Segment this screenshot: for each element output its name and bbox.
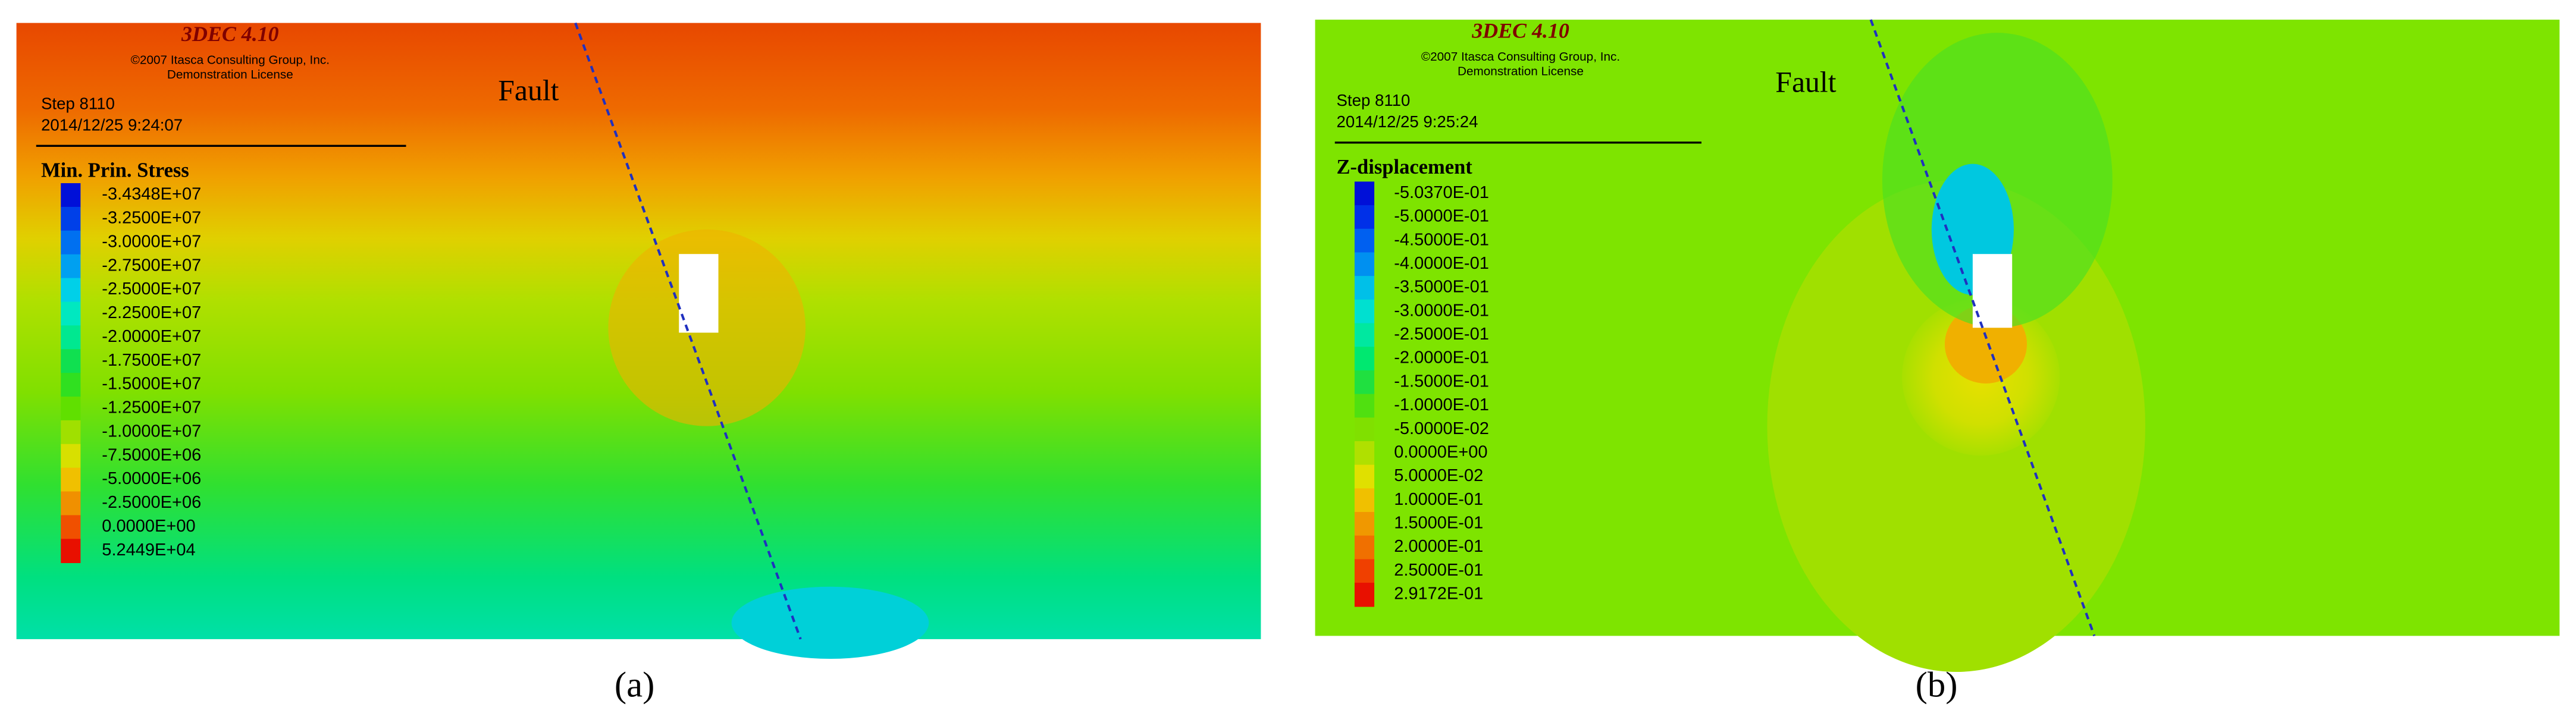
legend-swatch: [1354, 559, 1375, 583]
program-name: 3DEC 4.10: [1471, 18, 1569, 42]
legend-swatch: [61, 467, 81, 492]
legend-label: 5.0000E-02: [1394, 466, 1483, 485]
legend-label: -1.7500E+07: [102, 351, 201, 370]
legend-label: -3.5000E-01: [1394, 278, 1489, 297]
legend-swatch: [61, 254, 81, 279]
legend-label: -1.0000E-01: [1394, 395, 1489, 414]
license: Demonstration License: [167, 68, 293, 81]
legend-swatch: [1354, 441, 1375, 466]
legend-swatch: [1354, 299, 1375, 324]
legend-label: -2.2500E+07: [102, 303, 201, 322]
fault-line: [574, 22, 802, 640]
legend-label: 2.5000E-01: [1394, 561, 1483, 580]
legend-label: -4.5000E-01: [1394, 230, 1489, 249]
legend-swatch: [61, 325, 81, 350]
legend-swatch: [1354, 488, 1375, 513]
legend-swatch: [1354, 512, 1375, 536]
legend-swatch: [61, 278, 81, 303]
legend-label: -5.0000E-01: [1394, 207, 1489, 226]
fault-label: Fault: [498, 74, 559, 107]
legend-label: -5.0000E-02: [1394, 419, 1489, 438]
legend-swatch: [61, 539, 81, 563]
cavity: [679, 254, 719, 333]
program-name: 3DEC 4.10: [181, 22, 279, 46]
legend-swatch: [61, 491, 81, 516]
legend-label: -3.4348E+07: [102, 185, 201, 204]
caption: (a): [615, 665, 654, 705]
legend-swatch: [1354, 276, 1375, 300]
copyright: ©2007 Itasca Consulting Group, Inc.: [1421, 50, 1620, 64]
legend-swatch: [1354, 205, 1375, 230]
date: 2014/12/25 9:25:24: [1337, 112, 1478, 131]
legend-label: -1.5000E-01: [1394, 372, 1489, 391]
legend-label: -2.5000E+07: [102, 279, 201, 298]
stress-low-zone: [731, 586, 929, 659]
legend-label: -2.5000E+06: [102, 493, 201, 512]
legend-swatch: [1354, 323, 1375, 348]
legend-swatch: [61, 230, 81, 255]
legend-label: 0.0000E+00: [1394, 442, 1487, 461]
legend-title: Z-displacement: [1337, 156, 1473, 178]
legend-label: -1.5000E+07: [102, 375, 201, 394]
legend-label: -1.2500E+07: [102, 398, 201, 417]
legend-label: -2.0000E+07: [102, 327, 201, 346]
legend-swatch: [1354, 583, 1375, 607]
legend-label: -4.0000E-01: [1394, 254, 1489, 273]
legend-label: -2.5000E-01: [1394, 325, 1489, 344]
license: Demonstration License: [1458, 65, 1584, 78]
legend-swatch: [61, 206, 81, 231]
legend-label: -3.0000E-01: [1394, 301, 1489, 320]
legend-swatch: [61, 301, 81, 326]
legend-label: -7.5000E+06: [102, 445, 201, 464]
legend-label: 1.5000E-01: [1394, 514, 1483, 533]
legend-swatch: [1354, 347, 1375, 371]
legend-swatch: [61, 373, 81, 397]
legend-swatch: [1354, 535, 1375, 560]
legend-swatch: [1354, 228, 1375, 253]
legend-swatch: [1354, 417, 1375, 442]
step: Step 8110: [41, 95, 115, 113]
legend-swatch: [1354, 252, 1375, 276]
legend-swatch: [1354, 464, 1375, 489]
legend-label: 0.0000E+00: [102, 517, 195, 536]
legend-swatch: [1354, 394, 1375, 419]
legend-label: 2.9172E-01: [1394, 584, 1483, 604]
step: Step 8110: [1337, 91, 1411, 109]
legend-label: 2.0000E-01: [1394, 537, 1483, 556]
caption: (b): [1916, 665, 1958, 705]
legend-label: -3.0000E+07: [102, 232, 201, 251]
legend-swatch: [61, 396, 81, 421]
legend-swatch: [61, 420, 81, 445]
fault-line: [1869, 19, 2096, 637]
legend-label: 1.0000E-01: [1394, 490, 1483, 509]
legend-swatch: [1354, 370, 1375, 395]
legend-label: -1.0000E+07: [102, 422, 201, 441]
copyright: ©2007 Itasca Consulting Group, Inc.: [131, 53, 330, 67]
legend-swatch: [61, 183, 81, 208]
legend-label: -5.0000E+06: [102, 469, 201, 488]
fault-label: Fault: [1775, 66, 1836, 99]
legend-label: -2.0000E-01: [1394, 348, 1489, 367]
legend-title: Min. Prin. Stress: [41, 159, 189, 181]
legend-swatch: [61, 515, 81, 540]
date: 2014/12/25 9:24:07: [41, 116, 183, 134]
legend-swatch: [1354, 181, 1375, 206]
legend-label: -5.0370E-01: [1394, 183, 1489, 202]
legend-label: -2.7500E+07: [102, 256, 201, 275]
legend-swatch: [61, 444, 81, 469]
legend-swatch: [61, 349, 81, 373]
legend-label: -3.2500E+07: [102, 209, 201, 228]
legend-label: 5.2449E+04: [102, 540, 195, 560]
